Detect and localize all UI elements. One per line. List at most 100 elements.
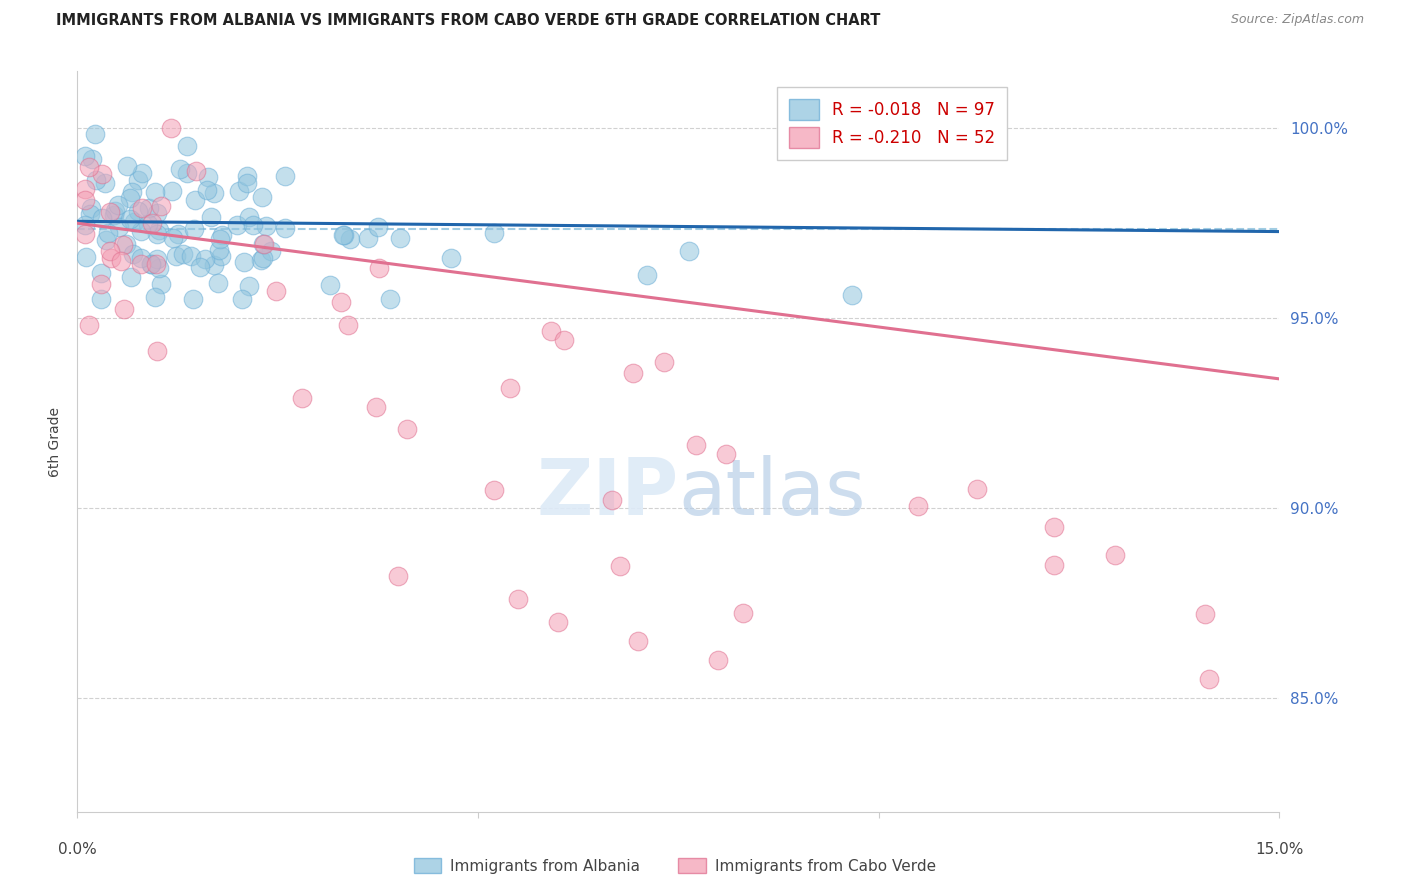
Point (249, 253, 271, 268)
Point (75, 219, 97, 233)
Point (396, 422, 419, 436)
Point (131, 166, 153, 180)
Point (121, 185, 143, 199)
Point (367, 261, 389, 276)
Point (165, 249, 187, 263)
Point (180, 249, 202, 263)
Point (440, 251, 463, 265)
Point (121, 247, 143, 261)
Point (118, 211, 141, 226)
Point (107, 198, 129, 212)
Point (188, 260, 211, 275)
Point (339, 232, 361, 246)
Point (160, 184, 183, 198)
Point (148, 223, 170, 237)
Point (228, 185, 250, 199)
Point (183, 221, 205, 235)
Point (145, 206, 167, 220)
Point (118, 191, 141, 205)
Point (254, 219, 277, 234)
Point (127, 203, 149, 218)
Point (707, 653, 730, 667)
Point (274, 169, 297, 183)
Point (367, 219, 389, 234)
Point (231, 292, 253, 306)
Point (337, 318, 360, 332)
Point (149, 277, 172, 292)
Text: ZIP: ZIP (536, 455, 679, 532)
Point (108, 220, 131, 235)
Point (98, 244, 121, 258)
Point (183, 193, 205, 207)
Point (636, 268, 658, 282)
Text: 15.0%: 15.0% (1256, 842, 1303, 857)
Point (202, 258, 225, 272)
Point (146, 252, 169, 266)
Legend: R = -0.018   N = 97, R = -0.210   N = 52: R = -0.018 N = 97, R = -0.210 N = 52 (778, 87, 1007, 160)
Point (80, 152, 103, 166)
Point (193, 252, 215, 266)
Point (90, 266, 112, 280)
Point (716, 447, 738, 461)
Point (97, 226, 120, 240)
Point (145, 257, 167, 271)
Point (907, 499, 929, 513)
Point (356, 231, 378, 245)
Point (181, 292, 204, 306)
Point (139, 257, 162, 271)
Point (75, 227, 97, 241)
Point (1043, 520, 1066, 534)
Point (146, 344, 169, 359)
Point (166, 227, 188, 242)
Text: Source: ZipAtlas.com: Source: ZipAtlas.com (1230, 13, 1364, 27)
Point (195, 183, 218, 197)
Point (117, 159, 139, 173)
Point (609, 559, 631, 574)
Point (482, 226, 505, 240)
Point (252, 237, 274, 252)
Point (232, 254, 254, 268)
Point (627, 633, 650, 648)
Point (252, 190, 274, 204)
Point (602, 493, 624, 508)
Point (110, 253, 132, 268)
Point (91, 167, 114, 181)
Point (84, 127, 107, 141)
Point (111, 238, 134, 252)
Point (79, 160, 101, 174)
Point (115, 237, 138, 252)
Point (264, 284, 287, 298)
Point (75, 193, 97, 207)
Point (366, 401, 388, 415)
Point (226, 218, 249, 232)
Point (138, 217, 160, 231)
Point (378, 292, 401, 306)
Point (540, 324, 562, 338)
Point (103, 208, 125, 222)
Point (211, 227, 233, 242)
Point (207, 277, 229, 291)
Point (1043, 558, 1066, 572)
Point (159, 121, 181, 136)
Point (112, 302, 135, 317)
Point (104, 204, 127, 219)
Point (553, 333, 575, 347)
Point (172, 247, 194, 261)
Point (1104, 548, 1126, 562)
Point (291, 391, 314, 405)
Text: 0.0%: 0.0% (58, 842, 97, 857)
Point (252, 251, 274, 265)
Point (131, 202, 153, 216)
Point (733, 606, 755, 620)
Point (122, 215, 145, 229)
Point (176, 166, 198, 180)
Point (98, 205, 121, 219)
Point (91, 211, 114, 225)
Point (162, 231, 184, 245)
Point (841, 288, 863, 302)
Point (120, 269, 142, 284)
Point (236, 169, 259, 183)
Point (139, 257, 162, 271)
Legend: Immigrants from Albania, Immigrants from Cabo Verde: Immigrants from Albania, Immigrants from… (408, 852, 942, 880)
Point (129, 257, 152, 271)
